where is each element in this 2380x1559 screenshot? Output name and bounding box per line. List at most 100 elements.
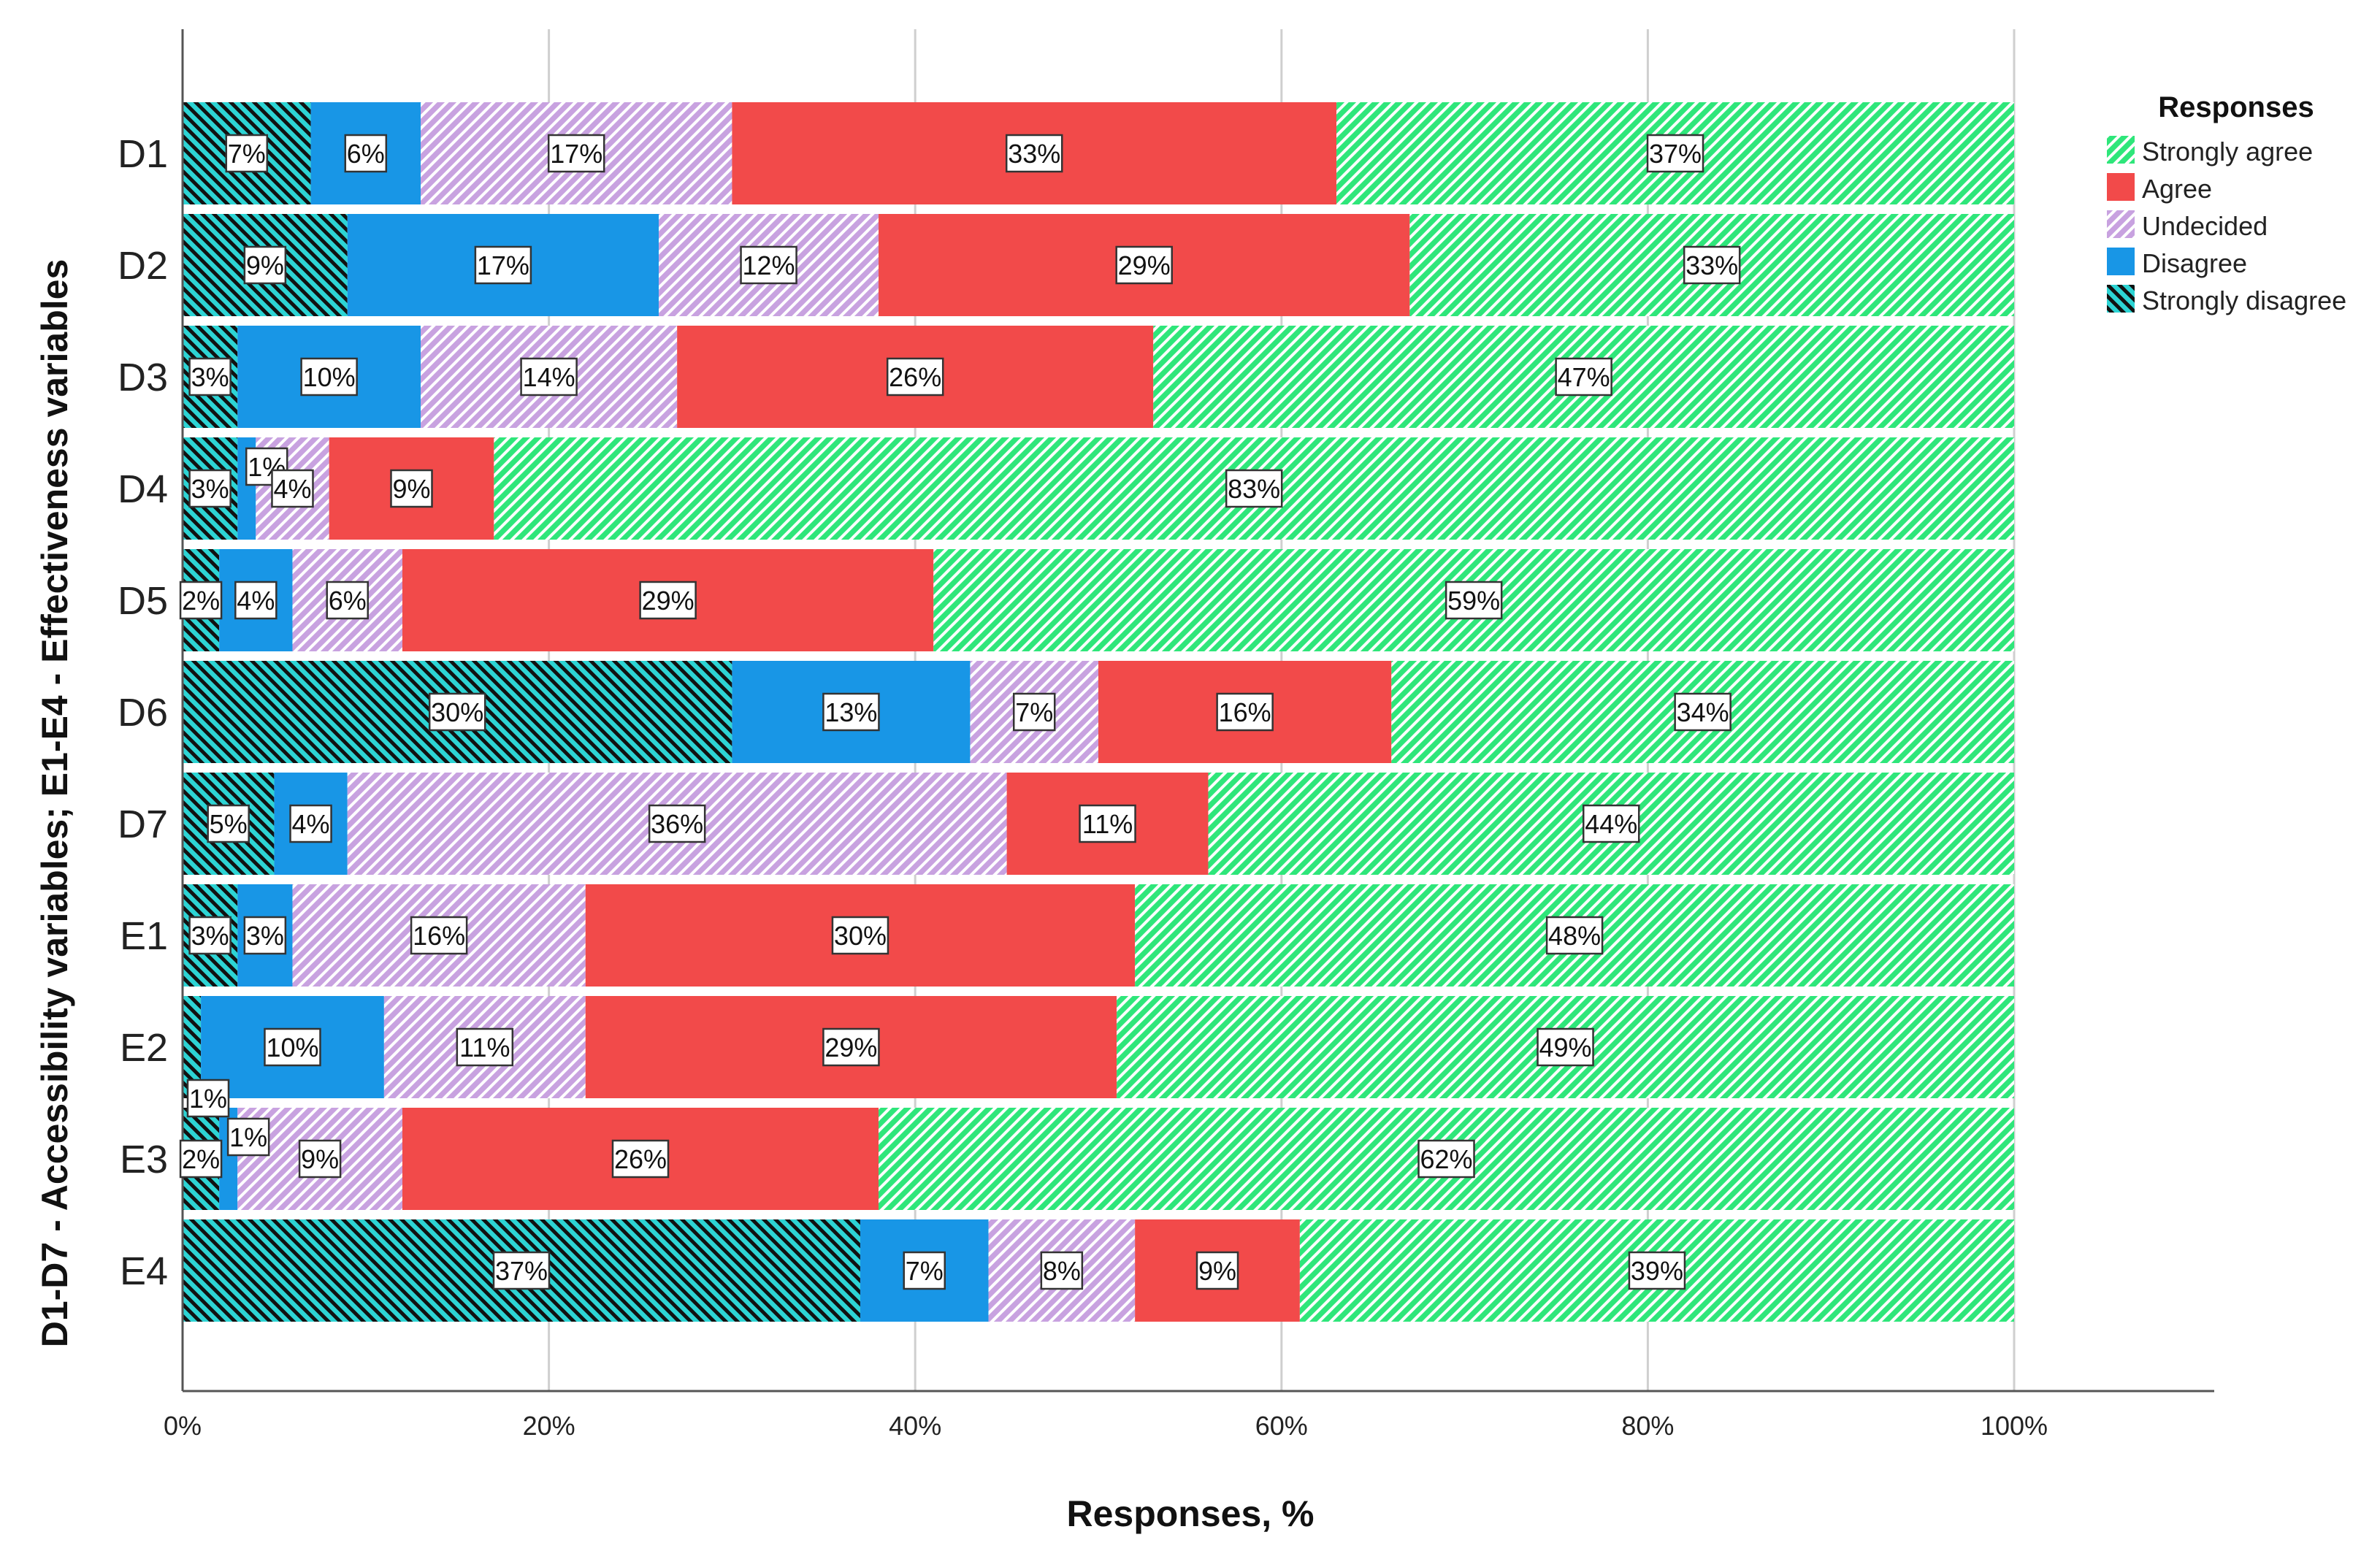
x-tick-label: 100% xyxy=(1981,1411,2048,1441)
data-label-text: 59% xyxy=(1447,586,1500,616)
data-label-box xyxy=(243,245,287,285)
data-label-text: 13% xyxy=(824,697,877,727)
data-label-text: 6% xyxy=(347,139,385,169)
data-label: 30% xyxy=(428,692,486,732)
data-label: 11% xyxy=(456,1027,514,1067)
data-label-box xyxy=(1195,1251,1239,1290)
legend-swatch xyxy=(2107,210,2135,238)
data-label-text: 49% xyxy=(1539,1033,1592,1062)
data-label: 4% xyxy=(234,581,278,620)
data-label-box xyxy=(344,134,388,173)
data-label-text: 17% xyxy=(477,250,529,280)
data-label-box xyxy=(520,357,578,397)
data-label-box xyxy=(740,245,797,285)
data-label: 29% xyxy=(639,581,697,620)
data-label-text: 36% xyxy=(651,809,703,839)
category-label: D1 xyxy=(118,132,168,176)
legend-item-label: Strongly agree xyxy=(2142,137,2313,166)
data-label: 13% xyxy=(822,692,880,732)
data-label-box xyxy=(648,804,706,843)
category-label: D2 xyxy=(118,244,168,288)
data-label: 30% xyxy=(831,916,889,955)
data-label: 39% xyxy=(1628,1251,1686,1290)
category-label: E3 xyxy=(120,1138,168,1181)
data-label-text: 2% xyxy=(182,586,220,616)
data-label-text: 7% xyxy=(228,139,266,169)
data-label-box xyxy=(1005,134,1063,173)
data-label-box xyxy=(831,916,889,955)
data-label-text: 37% xyxy=(495,1256,548,1286)
data-label: 6% xyxy=(326,581,369,620)
data-label-box xyxy=(410,916,468,955)
data-label-text: 16% xyxy=(413,921,465,951)
legend: Responses Strongly agree Agree Undecided Dis… xyxy=(2107,91,2346,315)
data-label-box xyxy=(179,581,223,620)
data-label: 29% xyxy=(822,1027,880,1067)
data-label-text: 1% xyxy=(189,1084,227,1114)
data-label-box xyxy=(264,1027,321,1067)
data-label-box xyxy=(492,1251,551,1290)
data-label-text: 12% xyxy=(743,250,795,280)
data-label-box xyxy=(234,581,278,620)
x-tick-label: 0% xyxy=(164,1411,202,1441)
data-label-box xyxy=(611,1139,670,1179)
data-label-text: 9% xyxy=(392,474,430,504)
data-label-box xyxy=(1674,692,1732,732)
data-label-box xyxy=(1628,1251,1686,1290)
data-label-text: 8% xyxy=(1043,1256,1081,1286)
data-label: 10% xyxy=(300,357,358,397)
data-label-text: 33% xyxy=(1685,250,1738,280)
data-label-box xyxy=(1582,804,1640,843)
data-label-text: 10% xyxy=(303,362,356,392)
legend-item-label: Agree xyxy=(2142,174,2212,204)
data-label: 1% xyxy=(226,1117,270,1157)
data-label: 48% xyxy=(1545,916,1604,955)
data-label-text: 83% xyxy=(1228,474,1280,504)
data-label: 9% xyxy=(298,1139,342,1179)
data-label-text: 17% xyxy=(550,139,602,169)
data-label-text: 1% xyxy=(229,1122,267,1152)
data-label-box xyxy=(1115,245,1173,285)
data-label-box xyxy=(1216,692,1274,732)
category-label: E2 xyxy=(120,1026,168,1070)
legend-swatch xyxy=(2107,173,2135,201)
data-label-text: 10% xyxy=(266,1033,318,1062)
data-label-text: 30% xyxy=(834,921,887,951)
x-tick-label: 40% xyxy=(889,1411,941,1441)
data-label-box xyxy=(207,804,250,843)
data-label-box xyxy=(456,1027,514,1067)
x-tick-label: 20% xyxy=(523,1411,575,1441)
data-label-text: 7% xyxy=(906,1256,944,1286)
legend-item-label: Undecided xyxy=(2142,211,2268,241)
data-label-text: 5% xyxy=(210,809,248,839)
data-label-box xyxy=(474,245,532,285)
data-label: 3% xyxy=(188,357,232,397)
data-label: 12% xyxy=(740,245,797,285)
category-label: D6 xyxy=(118,691,168,735)
data-label-text: 26% xyxy=(614,1144,667,1174)
data-label: 62% xyxy=(1417,1139,1475,1179)
data-label: 7% xyxy=(1012,692,1056,732)
category-label: D3 xyxy=(118,356,168,399)
data-label: 26% xyxy=(611,1139,670,1179)
data-label-text: 4% xyxy=(292,809,330,839)
data-label: 9% xyxy=(390,469,433,508)
data-label-box xyxy=(1225,469,1283,508)
data-label-text: 11% xyxy=(1082,809,1133,839)
legend-item-label: Disagree xyxy=(2142,248,2247,278)
data-label-box xyxy=(1646,134,1704,173)
data-label: 49% xyxy=(1537,1027,1594,1067)
data-label: 26% xyxy=(886,357,944,397)
data-label: 10% xyxy=(264,1027,321,1067)
data-label-box xyxy=(1040,1251,1084,1290)
data-label-box xyxy=(225,134,269,173)
data-label-text: 33% xyxy=(1008,139,1060,169)
legend-item-label: Strongly disagree xyxy=(2142,286,2346,315)
data-label-text: 44% xyxy=(1585,809,1637,839)
x-tick-label: 60% xyxy=(1255,1411,1308,1441)
data-label-box xyxy=(1012,692,1056,732)
data-label-box xyxy=(271,469,314,508)
data-label: 37% xyxy=(492,1251,551,1290)
category-label: E4 xyxy=(120,1249,168,1293)
